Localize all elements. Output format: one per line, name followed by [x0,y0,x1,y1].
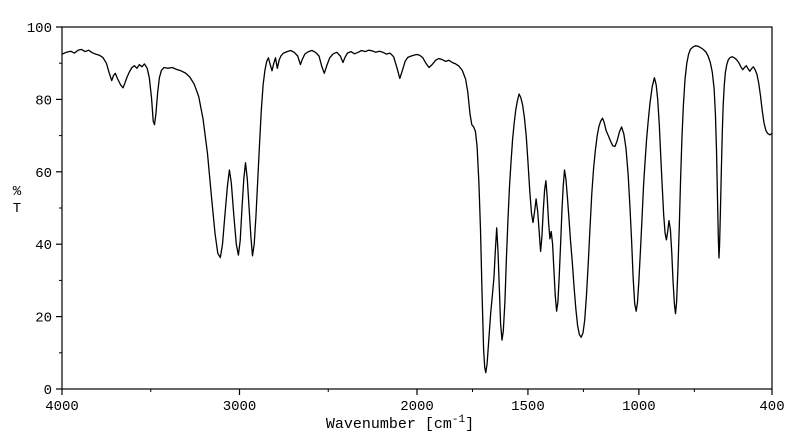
x-axis-label-close: ] [465,416,475,433]
y-tick-label: 60 [35,166,52,182]
x-axis-label: Wavenumber [cm-1] [0,414,800,433]
x-axis-label-text: Wavenumber [cm [325,416,452,433]
spectrum-trace [61,45,773,374]
x-tick-label: 4000 [45,399,79,415]
x-axis-label-superscript: -1 [451,414,466,426]
y-axis-label: %T [9,184,25,218]
x-tick-label: 1000 [622,399,656,415]
x-tick-label: 1500 [511,399,545,415]
y-tick-label: 100 [27,21,52,37]
y-tick-label: 40 [35,238,52,254]
x-tick-label: 2000 [400,399,434,415]
x-tick-label: 400 [759,399,784,415]
y-tick-label: 80 [35,93,52,109]
y-tick-label: 0 [44,383,52,399]
y-tick-label: 20 [35,311,52,327]
x-tick-label: 3000 [223,399,257,415]
plot-frame [61,26,773,390]
